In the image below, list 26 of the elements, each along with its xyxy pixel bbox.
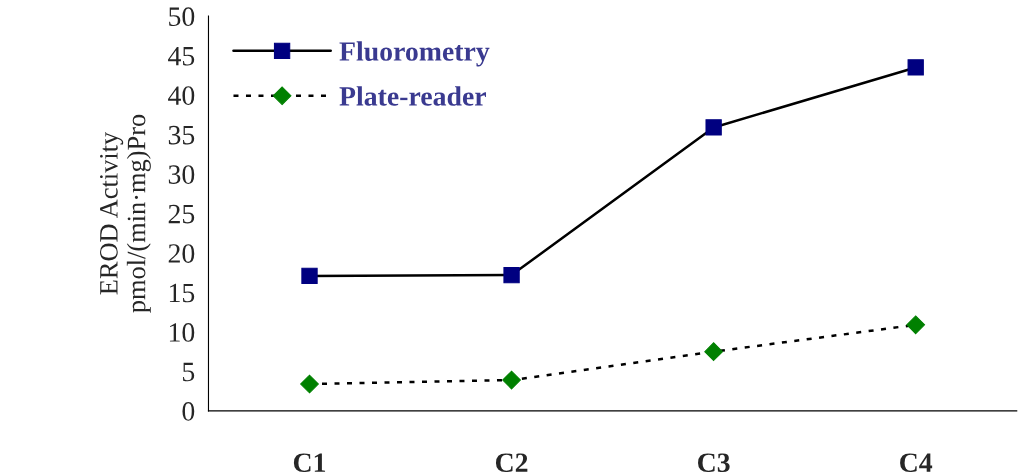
y-tick-label: 20 <box>168 244 195 263</box>
x-tick-label: C1 <box>293 453 326 473</box>
point <box>704 342 723 362</box>
y-tick-label: 0 <box>182 402 195 421</box>
point <box>705 119 722 136</box>
y-tick-label: 30 <box>168 165 195 184</box>
y-tick-label: 45 <box>168 46 195 66</box>
x-tick-label: C4 <box>900 453 933 473</box>
x-tick-label: C3 <box>698 453 730 473</box>
point <box>502 370 521 390</box>
point <box>906 315 926 335</box>
x-tick-label: C2 <box>495 453 528 473</box>
y-axis-title: EROD Activity pmol/(min·mg)Pro <box>100 114 151 313</box>
legend-label: Plate-reader <box>339 86 487 106</box>
y-tick-label: 50 <box>169 7 195 27</box>
y-tick-label: 40 <box>168 86 195 106</box>
y-tick-label: 35 <box>168 125 195 145</box>
y-tick-label: 10 <box>169 323 195 342</box>
y-tick-label: 15 <box>169 283 195 303</box>
point <box>907 59 924 76</box>
point <box>300 374 319 394</box>
y-tick-label: 25 <box>168 204 195 224</box>
point <box>301 267 318 285</box>
point <box>503 266 520 284</box>
legend-label: Fluorometry <box>339 41 490 67</box>
y-tick-label: 5 <box>183 362 195 382</box>
